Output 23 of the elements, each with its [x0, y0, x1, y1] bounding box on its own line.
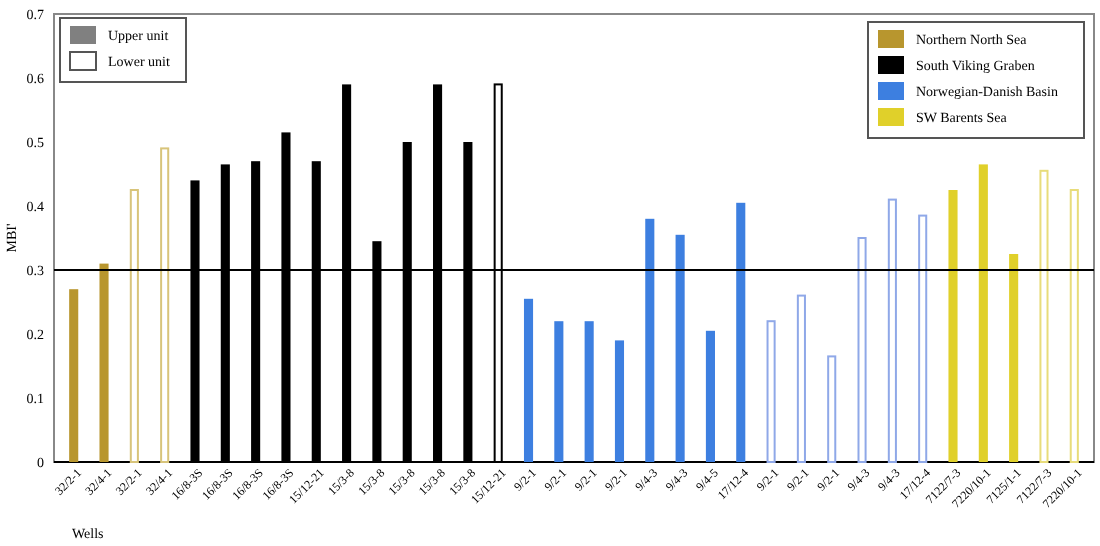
bar: [523, 298, 534, 462]
bar: [1009, 254, 1019, 462]
bar: [766, 320, 776, 463]
bar: [796, 294, 806, 463]
bar: [1069, 189, 1079, 463]
bar: [887, 198, 897, 463]
bar: [129, 189, 139, 463]
bar: [614, 340, 625, 462]
bar: [645, 218, 655, 462]
bar: [675, 234, 685, 462]
bar: [554, 321, 564, 462]
bar: [857, 237, 867, 463]
bar: [827, 355, 837, 463]
bar: [160, 147, 170, 463]
bar: [948, 190, 958, 462]
bar: [705, 330, 715, 462]
bar: [736, 202, 746, 462]
bar: [918, 214, 928, 463]
bar: [584, 321, 594, 462]
bar: [978, 164, 988, 462]
bar: [1039, 169, 1049, 463]
bar: [69, 289, 79, 462]
bar: [99, 263, 109, 462]
